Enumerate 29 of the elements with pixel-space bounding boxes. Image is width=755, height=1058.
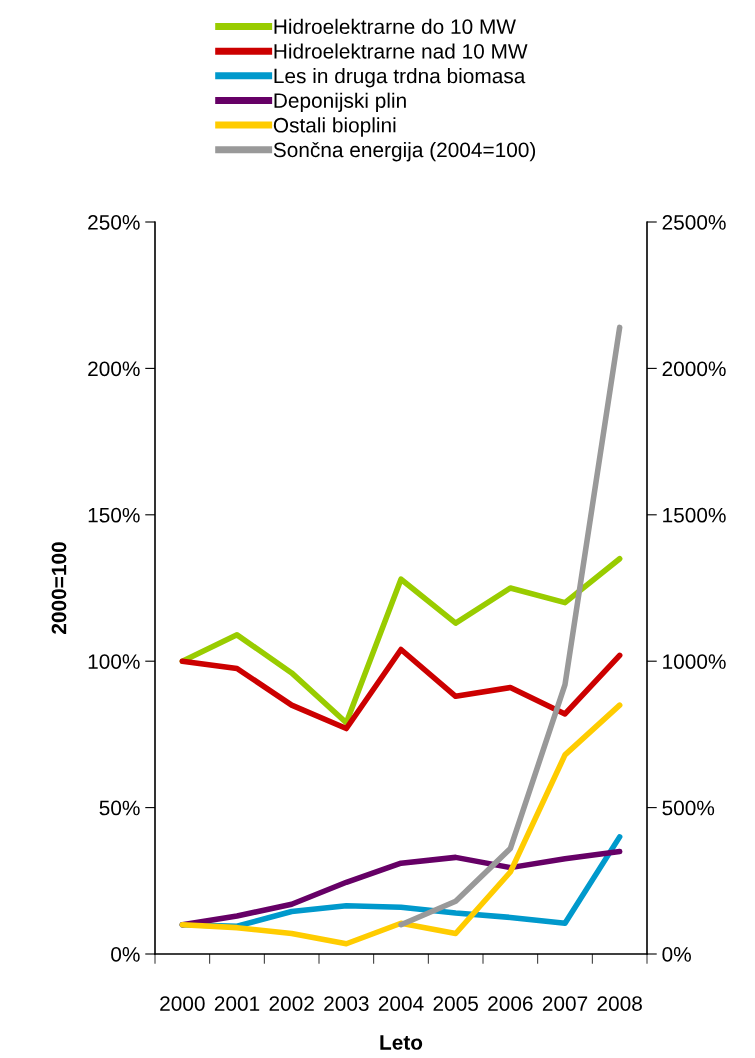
legend-label: Hidroelektrarne do 10 MW: [274, 18, 516, 35]
x-axis-title: Leto: [380, 1035, 423, 1050]
x-tick-label: 2006: [488, 996, 533, 1011]
x-tick-label: 2008: [597, 996, 642, 1011]
x-tick-label: 2003: [324, 996, 369, 1011]
y2-tick-label: 1500%: [663, 507, 726, 523]
x-tick-label: 2001: [214, 996, 260, 1011]
y2-tick-label: 2000%: [662, 361, 726, 377]
y-tick-label: 0%: [111, 947, 140, 962]
y2-tick-label: 1000%: [663, 654, 726, 669]
x-tick-label: 2004: [378, 996, 424, 1011]
legend-label: Hidroelektrarne nad 10 MW: [274, 43, 528, 59]
y-axis-title: 2000=100: [51, 542, 67, 634]
y-tick-label: 50%: [99, 800, 140, 816]
x-tick-label: 2002: [269, 996, 314, 1011]
y-tick-label: 150%: [88, 507, 140, 523]
y2-tick-label: 0%: [662, 947, 691, 962]
x-tick-label: 2007: [542, 996, 588, 1011]
legend-label: Deponijski plin: [274, 92, 406, 113]
y-tick-label: 250%: [88, 215, 140, 230]
legend-label: Sončna energija (2004=100): [273, 141, 536, 162]
legend-label: Les in druga trdna biomasa: [274, 68, 526, 88]
y2-tick-label: 500%: [662, 800, 715, 816]
y-tick-label: 200%: [88, 361, 140, 377]
y-tick-label: 100%: [88, 654, 140, 669]
legend-label: Ostali bioplini: [273, 117, 396, 137]
x-tick-label: 2000: [160, 996, 205, 1011]
y2-tick-label: 2500%: [662, 215, 726, 230]
x-tick-label: 2005: [433, 996, 478, 1011]
